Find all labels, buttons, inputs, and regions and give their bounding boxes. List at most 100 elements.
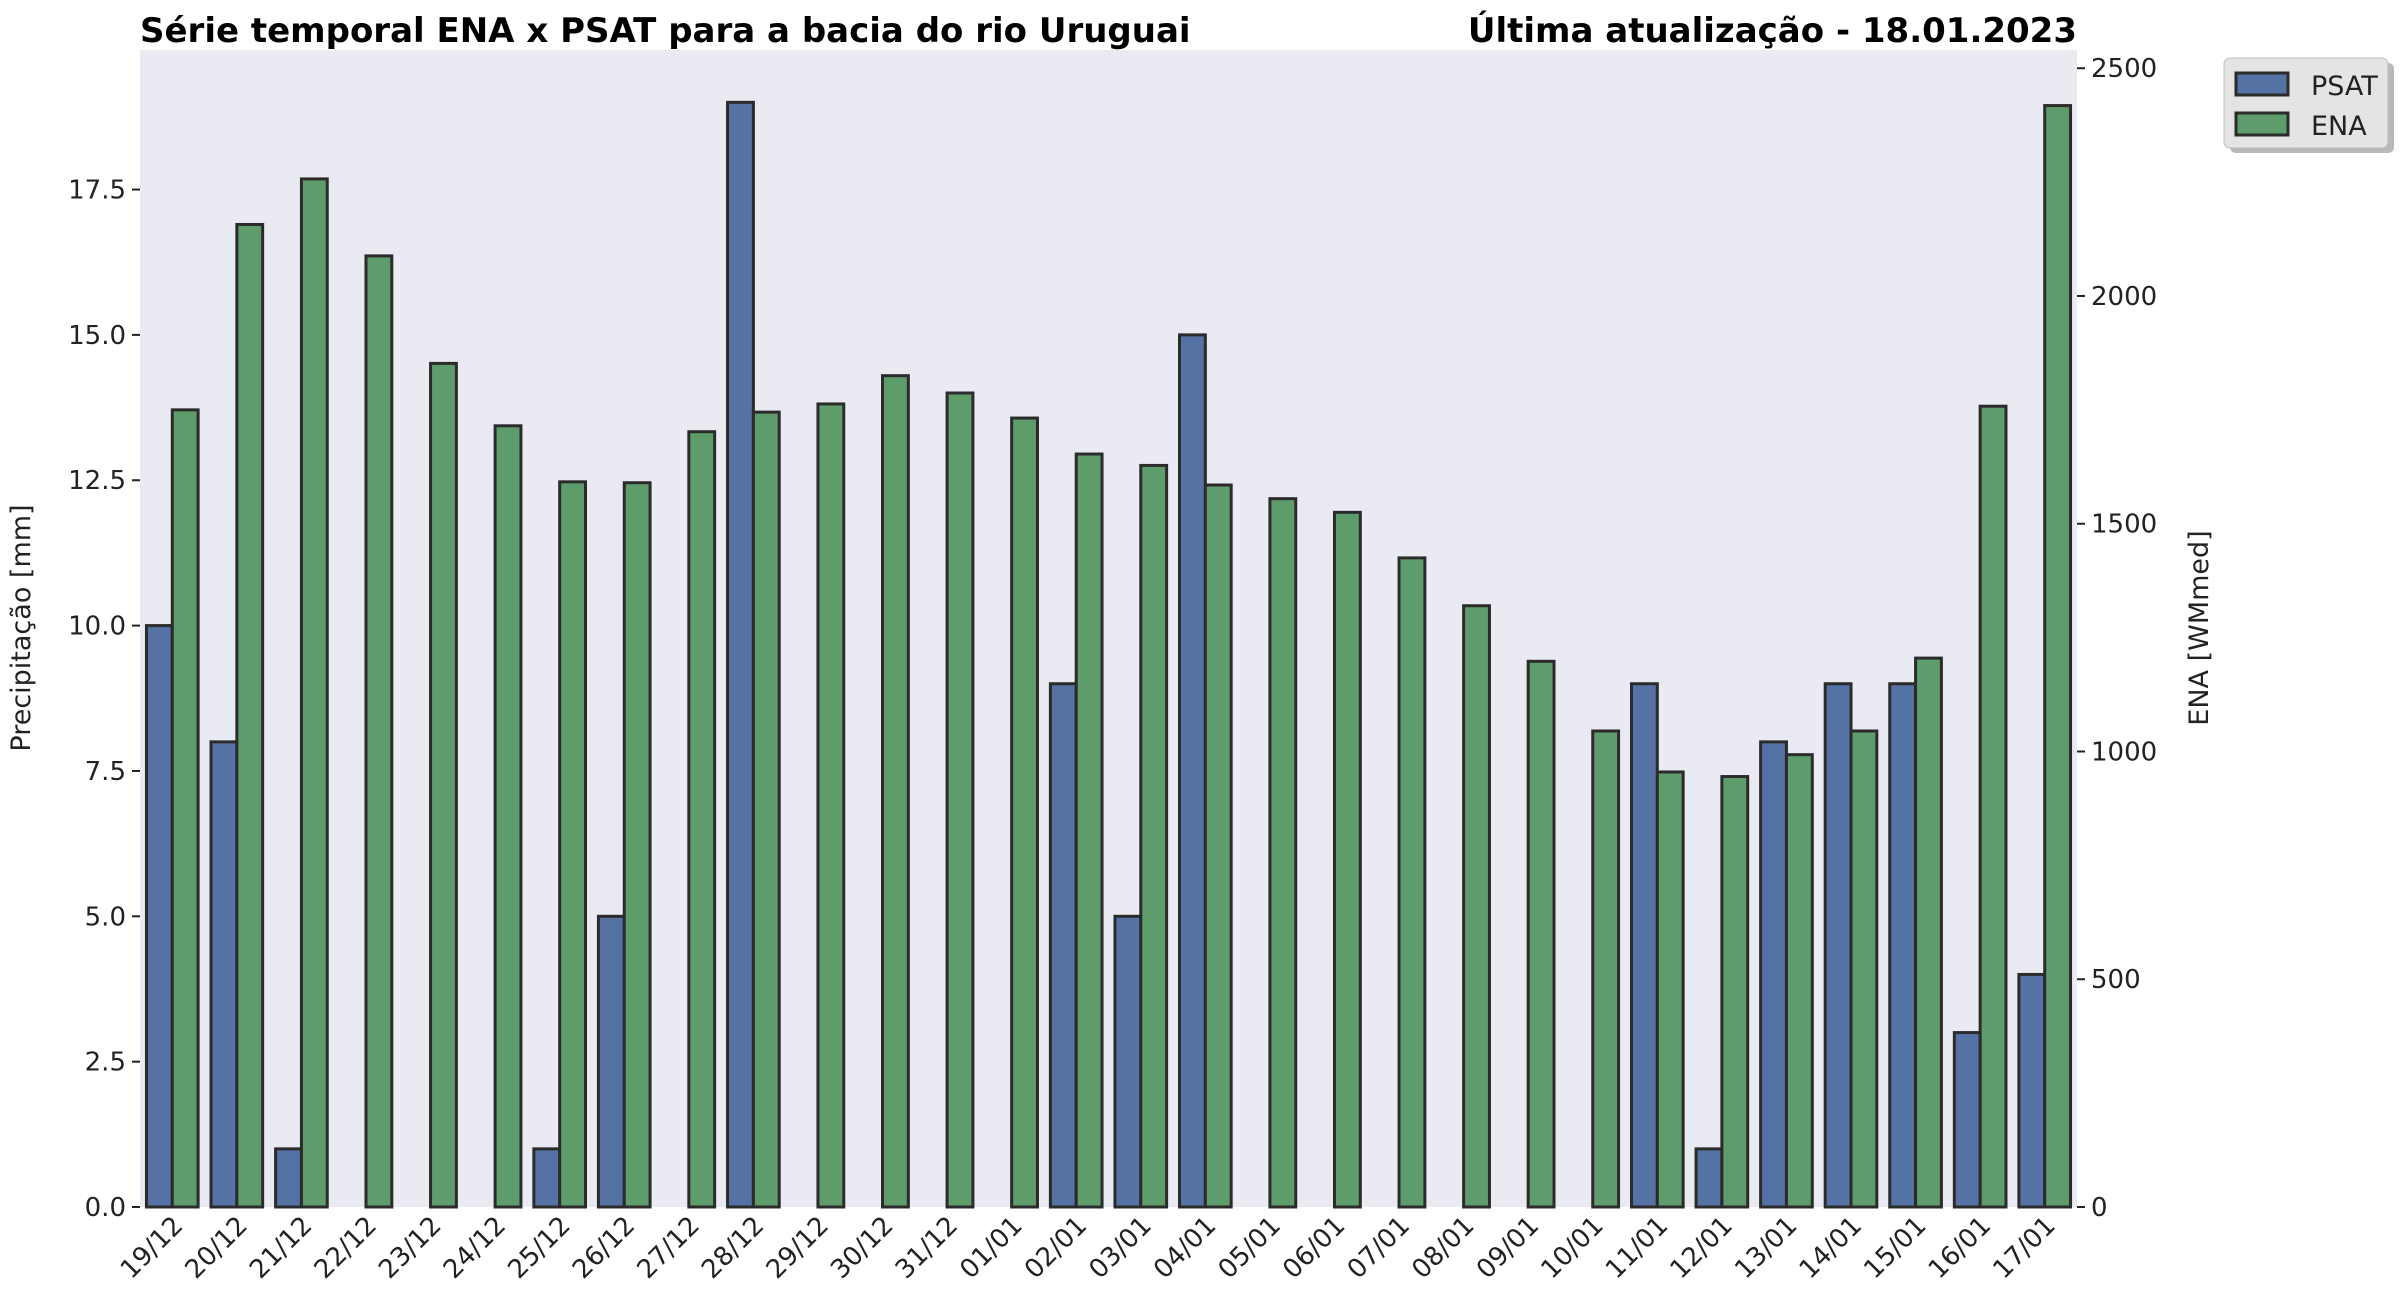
x-tick-label: 22/12 bbox=[309, 1211, 383, 1285]
legend-swatch-psat bbox=[2234, 71, 2290, 97]
ena-bar bbox=[1591, 729, 1621, 1209]
left-y-tick-label: 17.5 bbox=[68, 176, 126, 206]
ena-bar bbox=[816, 402, 846, 1209]
x-tick-label: 31/12 bbox=[890, 1211, 964, 1285]
ena-bar bbox=[170, 408, 200, 1209]
chart-title: Série temporal ENA x PSAT para a bacia d… bbox=[140, 11, 1191, 51]
x-axis: 19/1220/1221/1222/1223/1224/1225/1226/12… bbox=[115, 1211, 2062, 1285]
x-tick-label: 17/01 bbox=[1987, 1211, 2061, 1285]
x-tick-label: 12/01 bbox=[1665, 1211, 1739, 1285]
x-tick-label: 01/01 bbox=[954, 1211, 1028, 1285]
ena-bar bbox=[364, 254, 394, 1209]
psat-bar bbox=[2017, 972, 2047, 1209]
psat-bar bbox=[1694, 1147, 1724, 1209]
x-tick-label: 09/01 bbox=[1471, 1211, 1545, 1285]
ena-bar bbox=[1526, 659, 1556, 1209]
x-tick-label: 26/12 bbox=[567, 1211, 641, 1285]
psat-bar bbox=[274, 1147, 303, 1209]
ena-bars bbox=[170, 104, 2073, 1209]
psat-bar bbox=[1629, 682, 1659, 1209]
right-y-axis-label: ENA [WMmed] bbox=[2184, 530, 2215, 725]
x-tick-label: 24/12 bbox=[438, 1211, 512, 1285]
x-tick-label: 27/12 bbox=[632, 1211, 706, 1285]
ena-bar bbox=[1978, 404, 2008, 1209]
left-y-tick-label: 12.5 bbox=[68, 466, 126, 496]
left-y-tick-label: 0.0 bbox=[85, 1193, 126, 1223]
psat-bar bbox=[209, 740, 239, 1209]
x-tick-label: 20/12 bbox=[180, 1211, 254, 1285]
right-y-tick-label: 1000 bbox=[2091, 737, 2157, 767]
x-tick-label: 25/12 bbox=[502, 1211, 576, 1285]
psat-bar bbox=[1952, 1031, 1982, 1209]
x-tick-label: 23/12 bbox=[373, 1211, 447, 1285]
x-tick-label: 04/01 bbox=[1148, 1211, 1222, 1285]
psat-bar bbox=[1759, 740, 1788, 1209]
x-tick-label: 10/01 bbox=[1535, 1211, 1609, 1285]
x-tick-label: 30/12 bbox=[825, 1211, 899, 1285]
right-y-tick-label: 2000 bbox=[2091, 282, 2157, 312]
ena-bar bbox=[1268, 497, 1298, 1209]
x-tick-label: 14/01 bbox=[1794, 1211, 1868, 1285]
ena-bar bbox=[1139, 463, 1169, 1209]
psat-bar bbox=[726, 100, 755, 1209]
x-tick-label: 29/12 bbox=[761, 1211, 835, 1285]
x-tick-label: 03/01 bbox=[1084, 1211, 1158, 1285]
right-y-tick-label: 1500 bbox=[2091, 510, 2157, 540]
ena-bar bbox=[1655, 770, 1685, 1209]
x-tick-label: 21/12 bbox=[244, 1211, 318, 1285]
psat-bar bbox=[596, 914, 626, 1209]
chart-update-date: Última atualização - 18.01.2023 bbox=[1468, 10, 2077, 51]
x-tick-label: 11/01 bbox=[1600, 1211, 1674, 1285]
ena-bar bbox=[1462, 604, 1491, 1209]
psat-bar bbox=[1178, 333, 1207, 1209]
left-y-tick-label: 15.0 bbox=[68, 321, 126, 351]
ena-bar bbox=[1203, 483, 1233, 1209]
x-tick-label: 15/01 bbox=[1858, 1211, 1932, 1285]
ena-bar bbox=[299, 177, 329, 1209]
x-tick-label: 16/01 bbox=[1923, 1211, 1997, 1285]
x-tick-label: 02/01 bbox=[1019, 1211, 1093, 1285]
ena-bar bbox=[1010, 416, 1039, 1209]
x-tick-label: 06/01 bbox=[1277, 1211, 1351, 1285]
ena-bar bbox=[622, 481, 652, 1209]
right-y-tick-label: 500 bbox=[2091, 965, 2141, 995]
psat-bar bbox=[1888, 682, 1918, 1209]
legend-label-psat: PSAT bbox=[2311, 71, 2378, 102]
ena-bar bbox=[2043, 104, 2073, 1209]
legend-swatch-ena bbox=[2234, 111, 2290, 137]
left-y-tick-label: 2.5 bbox=[85, 1048, 126, 1078]
right-y-tick-label: 0 bbox=[2091, 1193, 2108, 1223]
ena-bar bbox=[1914, 656, 1943, 1209]
x-tick-label: 13/01 bbox=[1729, 1211, 1803, 1285]
ena-bar bbox=[687, 430, 717, 1209]
ena-bar bbox=[1074, 452, 1104, 1209]
x-tick-label: 08/01 bbox=[1406, 1211, 1480, 1285]
psat-bar bbox=[1048, 682, 1078, 1209]
left-y-tick-label: 5.0 bbox=[85, 902, 126, 932]
ena-bar bbox=[1397, 556, 1427, 1209]
legend-label-ena: ENA bbox=[2311, 111, 2367, 142]
ena-bar bbox=[1720, 775, 1750, 1209]
right-y-tick-label: 2500 bbox=[2091, 54, 2157, 84]
ena-bar bbox=[1784, 753, 1814, 1209]
left-y-tick-label: 10.0 bbox=[68, 612, 126, 642]
x-tick-label: 19/12 bbox=[115, 1211, 189, 1285]
left-y-axis-label: Precipitação [mm] bbox=[6, 504, 37, 751]
left-y-axis: 0.0 2.5 5.0 7.5 10.0 12.5 15.0 17.5 bbox=[68, 176, 140, 1223]
psat-bars bbox=[144, 100, 2047, 1209]
ena-bar bbox=[1849, 729, 1879, 1209]
ena-bar bbox=[558, 480, 588, 1209]
ena-bar bbox=[235, 222, 265, 1209]
ena-bar bbox=[751, 410, 781, 1209]
x-tick-label: 05/01 bbox=[1213, 1211, 1287, 1285]
psat-bar bbox=[1113, 914, 1143, 1209]
x-tick-label: 07/01 bbox=[1342, 1211, 1416, 1285]
ena-bar bbox=[945, 391, 975, 1209]
ena-bar bbox=[1332, 510, 1362, 1209]
ena-bar bbox=[881, 374, 910, 1209]
psat-bar bbox=[532, 1147, 562, 1209]
ena-bar bbox=[429, 361, 458, 1209]
psat-bar bbox=[1823, 682, 1853, 1209]
left-y-tick-label: 7.5 bbox=[85, 757, 126, 787]
